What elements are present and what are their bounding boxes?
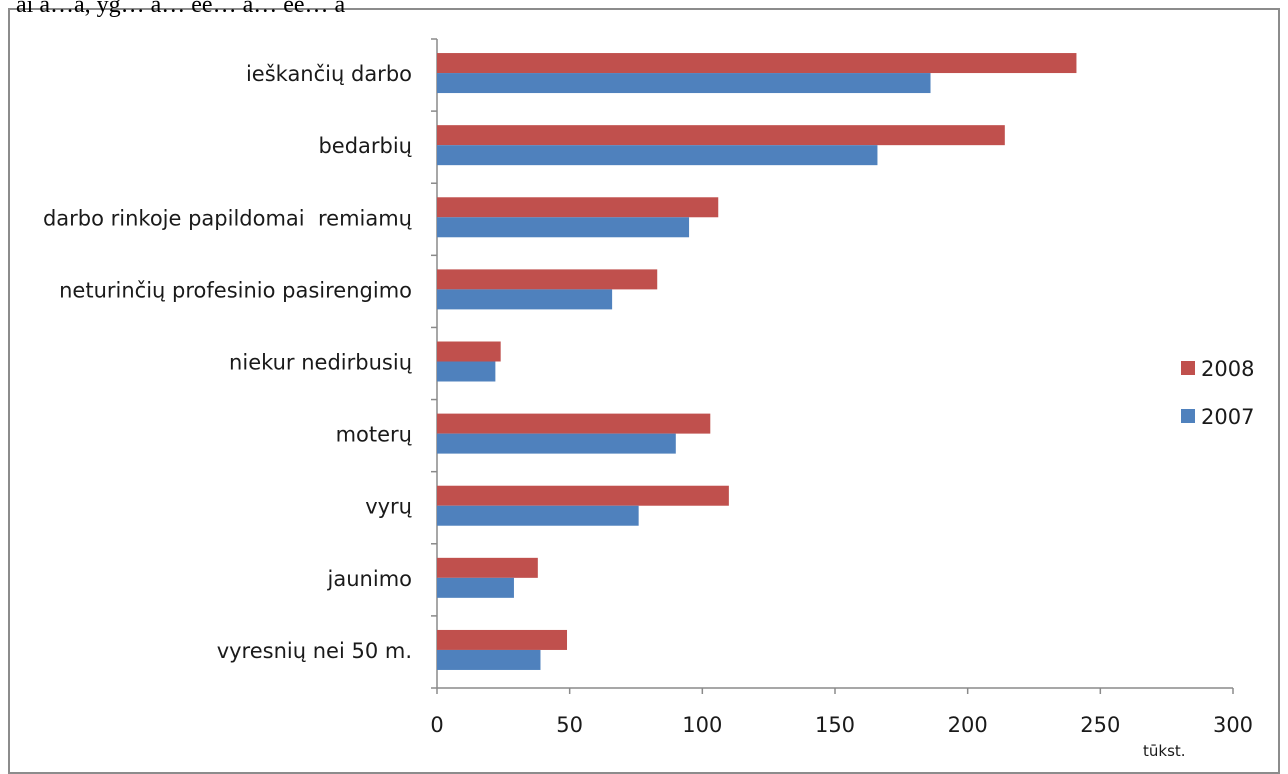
bar-2007: [437, 73, 931, 94]
legend-label-2008: 2008: [1201, 357, 1254, 381]
category-label: vyresnių nei 50 m.: [217, 639, 412, 663]
legend-swatch-2008: [1181, 361, 1195, 375]
x-axis-unit-label: tūkst.: [1143, 742, 1186, 760]
x-tick-labels: 0 50 100 150 200 250 300: [430, 713, 1253, 737]
x-tick-label: 0: [430, 713, 443, 737]
legend-swatch-2007: [1181, 409, 1195, 423]
category-label: neturinčių profesinio pasirengimo: [59, 278, 412, 302]
bars: [437, 53, 1077, 670]
bar-2007: [437, 289, 613, 310]
x-tick-label: 50: [556, 713, 583, 737]
bar-2008: [437, 53, 1077, 74]
x-tick-label: 250: [1080, 713, 1120, 737]
bar-2008: [437, 629, 568, 650]
category-label: jaunimo: [327, 567, 412, 591]
cropped-header-text: ai a…a, yg… a… ee… a… ee… a: [16, 0, 346, 18]
category-label: vyrų: [365, 495, 412, 519]
category-label: moterų: [336, 423, 412, 447]
bar-2007: [437, 649, 541, 670]
bar-2008: [437, 413, 711, 434]
x-tick-label: 200: [948, 713, 988, 737]
bar-2007: [437, 433, 676, 454]
bar-2007: [437, 505, 639, 526]
bar-2008: [437, 341, 501, 362]
legend: 2008 2007: [1181, 357, 1254, 429]
bar-2008: [437, 557, 538, 578]
bar-2007: [437, 217, 690, 238]
bar-2008: [437, 197, 719, 218]
category-label: ieškančių darbo: [246, 62, 412, 86]
bar-2008: [437, 125, 1005, 146]
x-tick-label: 300: [1213, 713, 1253, 737]
category-label: bedarbių: [318, 134, 412, 158]
x-tick-label: 100: [682, 713, 722, 737]
category-labels: ieškančių darbo bedarbių darbo rinkoje pap…: [43, 62, 412, 663]
x-tick-label: 150: [815, 713, 855, 737]
category-label: niekur nedirbusių: [229, 351, 412, 375]
bar-2008: [437, 485, 729, 506]
bar-2008: [437, 269, 658, 290]
bar-2007: [437, 577, 514, 598]
legend-label-2007: 2007: [1201, 405, 1254, 429]
bar-2007: [437, 361, 496, 382]
bar-2007: [437, 145, 878, 166]
category-label: darbo rinkoje papildomai remiamų: [43, 206, 412, 230]
